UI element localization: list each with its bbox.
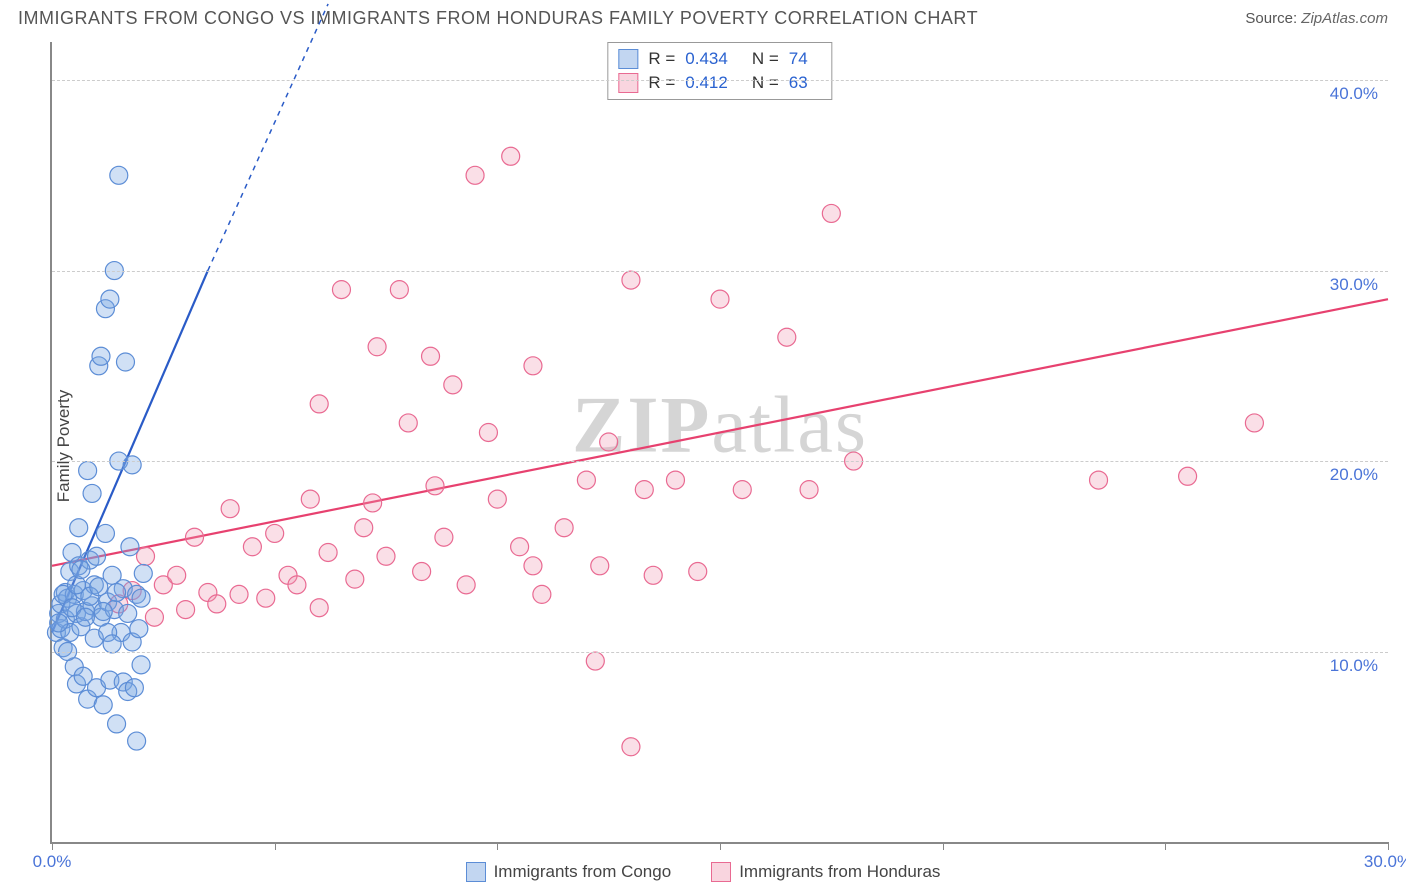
swatch-congo-icon [466, 862, 486, 882]
gridline [52, 80, 1388, 81]
legend-stats: R = 0.434 N = 74 R = 0.412 N = 63 [607, 42, 832, 100]
y-tick-label: 10.0% [1330, 656, 1378, 676]
swatch-congo-icon [618, 49, 638, 69]
x-tick [1388, 842, 1389, 850]
legend-stats-row-honduras: R = 0.412 N = 63 [618, 71, 821, 95]
legend-label-honduras: Immigrants from Honduras [739, 862, 940, 882]
source-value: ZipAtlas.com [1301, 10, 1388, 27]
n-value-congo: 74 [789, 49, 808, 69]
chart-title: IMMIGRANTS FROM CONGO VS IMMIGRANTS FROM… [18, 8, 978, 29]
r-label: R = [648, 73, 675, 93]
y-tick-label: 30.0% [1330, 275, 1378, 295]
x-tick [497, 842, 498, 850]
x-tick [1165, 842, 1166, 850]
source-attribution: Source: ZipAtlas.com [1245, 10, 1388, 27]
r-value-honduras: 0.412 [685, 73, 728, 93]
swatch-honduras-icon [618, 73, 638, 93]
legend-item-congo: Immigrants from Congo [466, 862, 672, 882]
x-tick [52, 842, 53, 850]
gridline [52, 461, 1388, 462]
x-tick [943, 842, 944, 850]
n-value-honduras: 63 [789, 73, 808, 93]
legend-label-congo: Immigrants from Congo [494, 862, 672, 882]
legend-item-honduras: Immigrants from Honduras [711, 862, 940, 882]
y-tick-label: 40.0% [1330, 84, 1378, 104]
legend-series: Immigrants from Congo Immigrants from Ho… [0, 862, 1406, 882]
legend-stats-row-congo: R = 0.434 N = 74 [618, 47, 821, 71]
scatter-svg [52, 42, 1388, 842]
gridline [52, 652, 1388, 653]
x-tick [275, 842, 276, 850]
r-value-congo: 0.434 [685, 49, 728, 69]
n-label: N = [752, 49, 779, 69]
y-tick-label: 20.0% [1330, 465, 1378, 485]
n-label: N = [752, 73, 779, 93]
r-label: R = [648, 49, 675, 69]
source-label: Source: [1245, 10, 1297, 27]
chart-plot-area: ZIPatlas R = 0.434 N = 74 R = 0.412 N = … [50, 42, 1388, 844]
x-tick [720, 842, 721, 850]
swatch-honduras-icon [711, 862, 731, 882]
gridline [52, 271, 1388, 272]
